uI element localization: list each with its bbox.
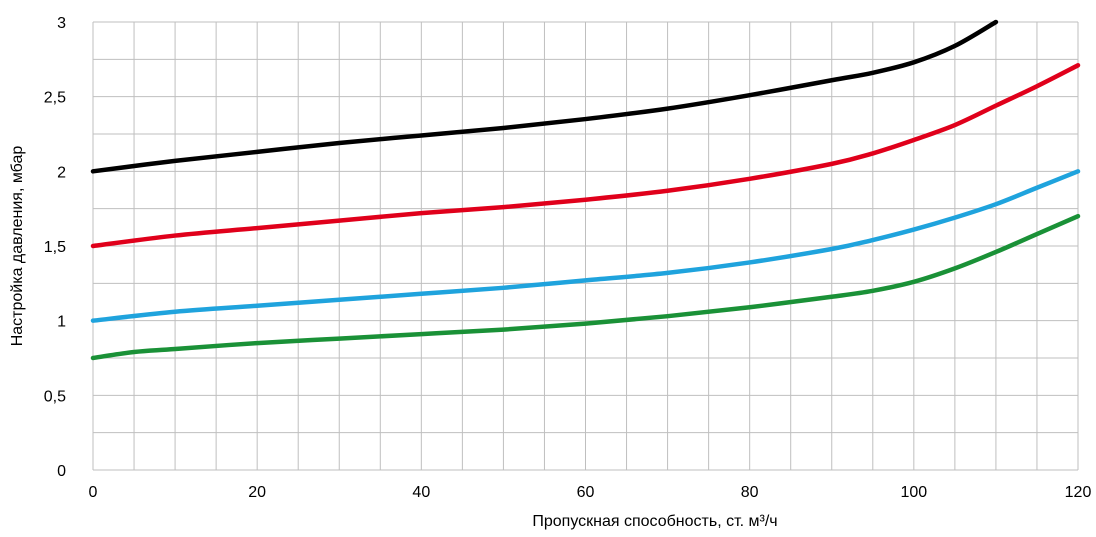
grid [92, 21, 1079, 471]
y-tick-label: 1 [57, 314, 66, 331]
x-axis-title: Пропускная способность, ст. м³/ч [532, 513, 777, 530]
y-tick-label: 1,5 [44, 239, 66, 256]
y-tick-label: 0 [57, 463, 66, 480]
x-tick-label: 20 [248, 484, 266, 501]
series-lines [90, 19, 1081, 361]
x-tick-label: 60 [577, 484, 595, 501]
x-tick-label: 0 [89, 484, 98, 501]
series-line-2 [90, 63, 1081, 249]
y-tick-labels: 0 0,5 1 1,5 2 2,5 3 [44, 15, 66, 480]
x-tick-labels: 0 20 40 60 80 100 120 [89, 484, 1092, 501]
series-line-3 [90, 169, 1081, 323]
y-tick-label: 2,5 [44, 90, 66, 107]
y-axis-title: Настройка давления, мбар [9, 146, 26, 347]
x-tick-label: 120 [1065, 484, 1092, 501]
series-line-1 [90, 19, 999, 174]
y-tick-label: 2 [57, 164, 66, 181]
y-tick-label: 0,5 [44, 388, 66, 405]
x-tick-label: 80 [741, 484, 759, 501]
y-tick-label: 3 [57, 15, 66, 32]
series-line-4 [90, 213, 1081, 361]
x-tick-label: 40 [412, 484, 430, 501]
x-tick-label: 100 [900, 484, 927, 501]
